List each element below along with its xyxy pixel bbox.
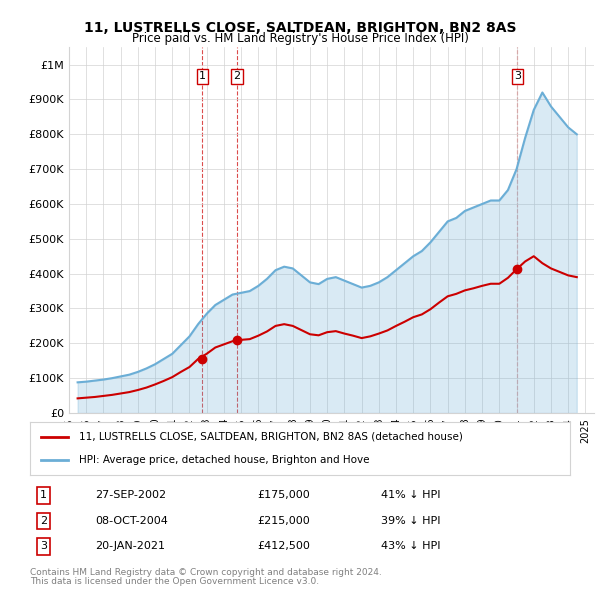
Text: Contains HM Land Registry data © Crown copyright and database right 2024.: Contains HM Land Registry data © Crown c…: [30, 568, 382, 576]
Text: 3: 3: [40, 542, 47, 552]
Text: £412,500: £412,500: [257, 542, 310, 552]
Text: 11, LUSTRELLS CLOSE, SALTDEAN, BRIGHTON, BN2 8AS: 11, LUSTRELLS CLOSE, SALTDEAN, BRIGHTON,…: [84, 21, 516, 35]
Text: 20-JAN-2021: 20-JAN-2021: [95, 542, 165, 552]
Text: 41% ↓ HPI: 41% ↓ HPI: [381, 490, 440, 500]
Text: 2: 2: [233, 71, 241, 81]
Text: 27-SEP-2002: 27-SEP-2002: [95, 490, 166, 500]
Text: £175,000: £175,000: [257, 490, 310, 500]
Text: 3: 3: [514, 71, 521, 81]
Text: 1: 1: [199, 71, 206, 81]
Text: Price paid vs. HM Land Registry's House Price Index (HPI): Price paid vs. HM Land Registry's House …: [131, 32, 469, 45]
Text: 2: 2: [40, 516, 47, 526]
Text: HPI: Average price, detached house, Brighton and Hove: HPI: Average price, detached house, Brig…: [79, 455, 369, 465]
Text: 43% ↓ HPI: 43% ↓ HPI: [381, 542, 440, 552]
Text: 11, LUSTRELLS CLOSE, SALTDEAN, BRIGHTON, BN2 8AS (detached house): 11, LUSTRELLS CLOSE, SALTDEAN, BRIGHTON,…: [79, 432, 463, 442]
Text: 08-OCT-2004: 08-OCT-2004: [95, 516, 167, 526]
Text: 1: 1: [40, 490, 47, 500]
Text: £215,000: £215,000: [257, 516, 310, 526]
Text: This data is licensed under the Open Government Licence v3.0.: This data is licensed under the Open Gov…: [30, 577, 319, 586]
Text: 39% ↓ HPI: 39% ↓ HPI: [381, 516, 440, 526]
